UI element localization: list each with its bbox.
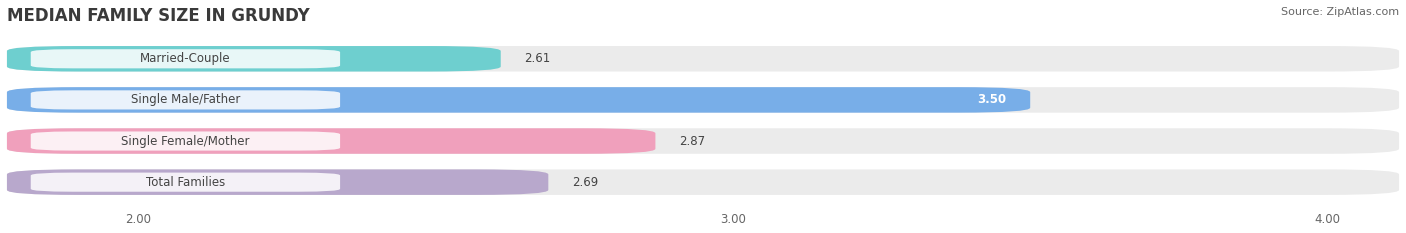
FancyBboxPatch shape — [7, 87, 1031, 113]
FancyBboxPatch shape — [7, 87, 1399, 113]
Text: 2.87: 2.87 — [679, 134, 706, 147]
FancyBboxPatch shape — [31, 90, 340, 110]
Text: 2.61: 2.61 — [524, 52, 551, 65]
Text: Single Female/Mother: Single Female/Mother — [121, 134, 250, 147]
FancyBboxPatch shape — [7, 169, 1399, 195]
FancyBboxPatch shape — [31, 49, 340, 68]
Text: 3.50: 3.50 — [977, 93, 1007, 106]
Text: Total Families: Total Families — [146, 176, 225, 189]
Text: Source: ZipAtlas.com: Source: ZipAtlas.com — [1281, 7, 1399, 17]
Text: Single Male/Father: Single Male/Father — [131, 93, 240, 106]
Text: MEDIAN FAMILY SIZE IN GRUNDY: MEDIAN FAMILY SIZE IN GRUNDY — [7, 7, 309, 25]
FancyBboxPatch shape — [7, 128, 655, 154]
Text: Married-Couple: Married-Couple — [141, 52, 231, 65]
FancyBboxPatch shape — [7, 46, 501, 72]
FancyBboxPatch shape — [7, 128, 1399, 154]
Text: 2.69: 2.69 — [572, 176, 599, 189]
FancyBboxPatch shape — [31, 173, 340, 192]
FancyBboxPatch shape — [7, 169, 548, 195]
FancyBboxPatch shape — [7, 46, 1399, 72]
FancyBboxPatch shape — [31, 131, 340, 151]
